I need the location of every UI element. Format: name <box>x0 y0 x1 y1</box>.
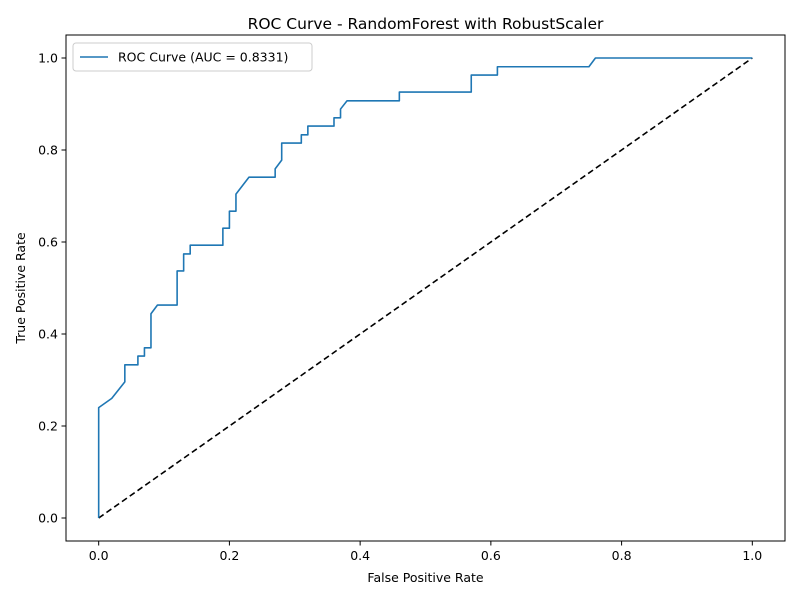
y-tick-label: 0.6 <box>38 235 58 250</box>
y-axis-ticks: 0.0 0.2 0.4 0.6 0.8 1.0 <box>38 51 66 526</box>
plot-frame <box>65 34 786 542</box>
y-tick-label: 0.4 <box>38 327 58 342</box>
y-tick-label: 0.2 <box>38 419 58 434</box>
legend-box <box>72 42 313 72</box>
x-tick-label: 1.0 <box>742 548 762 563</box>
y-tick-label: 0.8 <box>38 143 58 158</box>
plot-area <box>97 57 753 519</box>
legend-label-roc: ROC Curve (AUC = 0.8331) <box>118 50 288 65</box>
x-axis-ticks: 0.0 0.2 0.4 0.6 0.8 1.0 <box>89 541 762 563</box>
x-axis-label: False Positive Rate <box>367 570 483 585</box>
x-tick-label: 0.4 <box>350 548 370 563</box>
y-tick-label: 1.0 <box>38 51 58 66</box>
x-tick-label: 0.0 <box>89 548 109 563</box>
chart-title: ROC Curve - RandomForest with RobustScal… <box>248 15 604 33</box>
legend: ROC Curve (AUC = 0.8331) <box>72 42 313 72</box>
y-axis-label: True Positive Rate <box>13 232 28 345</box>
x-tick-label: 0.6 <box>481 548 501 563</box>
y-tick-label: 0.0 <box>38 511 58 526</box>
x-tick-label: 0.8 <box>612 548 632 563</box>
roc-curve-line <box>97 57 753 518</box>
chance-diagonal-line <box>98 57 753 519</box>
x-tick-label: 0.2 <box>219 548 239 563</box>
